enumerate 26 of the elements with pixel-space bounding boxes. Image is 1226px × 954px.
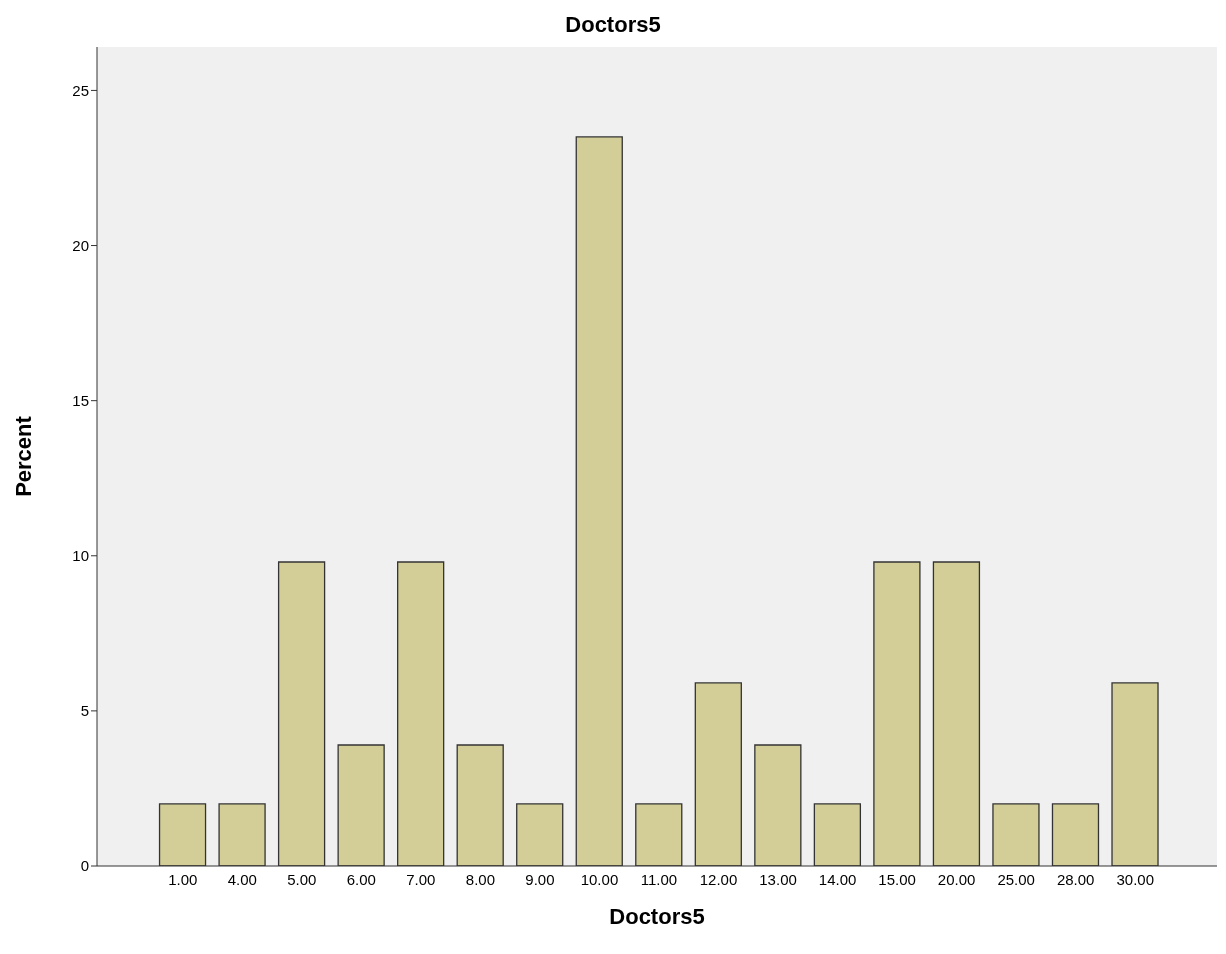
x-tick-label: 5.00 — [287, 870, 317, 888]
x-tick-label: 12.00 — [699, 870, 738, 888]
x-tick-label: 10.00 — [580, 870, 619, 888]
y-tick-label: 5 — [80, 702, 89, 720]
x-tick-label: 8.00 — [465, 870, 496, 888]
x-tick-label: 7.00 — [406, 870, 436, 888]
x-tick-label: 14.00 — [818, 870, 857, 888]
x-tick-label: 13.00 — [759, 870, 797, 888]
chart-title: Doctors5 — [565, 12, 661, 38]
x-tick-label: 4.00 — [227, 870, 257, 888]
x-tick-label: 25.00 — [997, 870, 1035, 888]
x-tick-label: 30.00 — [1116, 870, 1155, 888]
y-tick-label: 10 — [72, 547, 89, 565]
x-axis-title: Doctors5 — [609, 904, 705, 929]
y-tick-label: 15 — [72, 391, 89, 409]
x-tick-label: 6.00 — [346, 870, 376, 888]
y-axis-title: Percent — [10, 415, 36, 497]
x-tick-label: 28.00 — [1056, 870, 1095, 888]
y-tick-label: 20 — [72, 236, 89, 254]
x-tick-label: 15.00 — [878, 870, 916, 888]
x-tick-label: 9.00 — [525, 870, 555, 888]
x-tick-label: 11.00 — [640, 870, 678, 888]
y-tick-label: 0 — [80, 857, 89, 875]
y-tick-label: 25 — [72, 81, 89, 99]
x-tick-label: 20.00 — [937, 870, 976, 888]
x-tick-label: 1.00 — [168, 870, 198, 888]
